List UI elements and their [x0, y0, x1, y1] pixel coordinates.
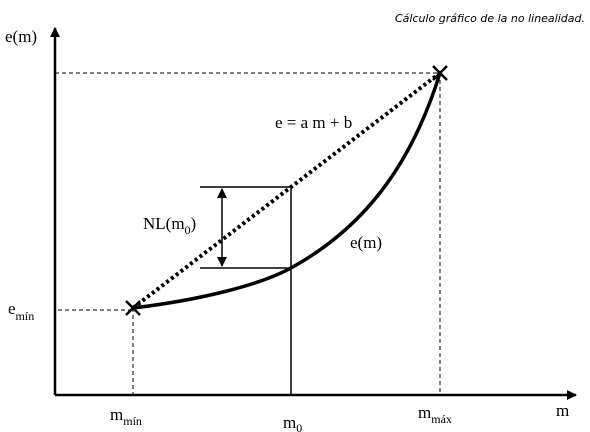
x-axis-label: m: [556, 401, 569, 420]
m-min-label: mmín: [110, 405, 142, 428]
linear-line: [131, 71, 442, 310]
line-equation: e = a m + b: [275, 113, 352, 132]
curve-label: e(m): [350, 233, 382, 252]
y-axis-label: e(m): [5, 27, 37, 46]
m-max-label: mmáx: [418, 403, 452, 426]
title: Cálculo gráfico de la no linealidad.: [395, 12, 585, 25]
e-min-label: emín: [8, 299, 34, 323]
m0-label: m0: [283, 413, 302, 432]
guides: [55, 72, 441, 395]
end-marks: [125, 65, 448, 316]
curve: [132, 72, 442, 310]
nl-label: NL(m0): [143, 214, 196, 237]
